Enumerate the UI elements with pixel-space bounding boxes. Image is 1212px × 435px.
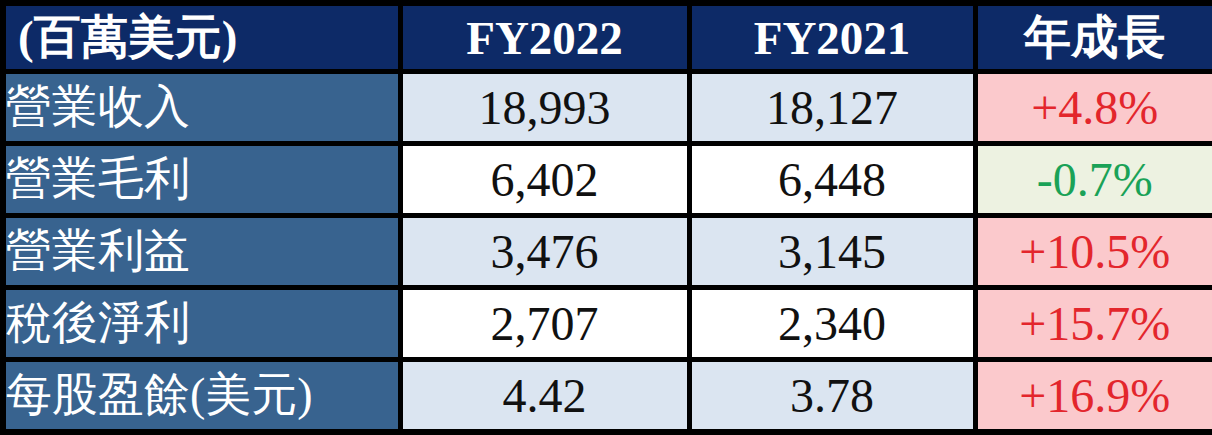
fy2022-value-cell: 2,707 [400,287,689,359]
table-row-operating-income: 營業利益 3,476 3,145 +10.5% [3,215,1212,287]
financial-summary-table: (百萬美元) FY2022 FY2021 年成長 營業收入 18,993 18,… [0,0,1212,435]
fy2021-value-cell: 18,127 [689,72,975,144]
table-row-net-income: 稅後淨利 2,707 2,340 +15.7% [3,287,1212,359]
table-row-eps: 每股盈餘(美元) 4.42 3.78 +16.9% [3,359,1212,432]
fy2021-column-header: FY2021 [689,3,975,72]
row-label-cell: 營業毛利 [3,143,400,215]
fy2021-value-cell: 3,145 [689,215,975,287]
growth-value-cell: +4.8% [975,72,1212,144]
fy2022-value-cell: 18,993 [400,72,689,144]
growth-value-cell: +16.9% [975,359,1212,432]
growth-value-cell: +10.5% [975,215,1212,287]
header-row: (百萬美元) FY2022 FY2021 年成長 [3,3,1212,72]
fy2021-value-cell: 2,340 [689,287,975,359]
table-row-revenue: 營業收入 18,993 18,127 +4.8% [3,72,1212,144]
row-label-cell: 每股盈餘(美元) [3,359,400,432]
table-row-gross-profit: 營業毛利 6,402 6,448 -0.7% [3,143,1212,215]
fy2021-value-cell: 3.78 [689,359,975,432]
unit-header-cell: (百萬美元) [3,3,400,72]
fy2021-value-cell: 6,448 [689,143,975,215]
row-label-cell: 營業利益 [3,215,400,287]
fy2022-value-cell: 3,476 [400,215,689,287]
fy2022-value-cell: 4.42 [400,359,689,432]
row-label-cell: 稅後淨利 [3,287,400,359]
fy2022-value-cell: 6,402 [400,143,689,215]
row-label-cell: 營業收入 [3,72,400,144]
fy2022-column-header: FY2022 [400,3,689,72]
growth-value-cell: -0.7% [975,143,1212,215]
growth-column-header: 年成長 [975,3,1212,72]
growth-value-cell: +15.7% [975,287,1212,359]
